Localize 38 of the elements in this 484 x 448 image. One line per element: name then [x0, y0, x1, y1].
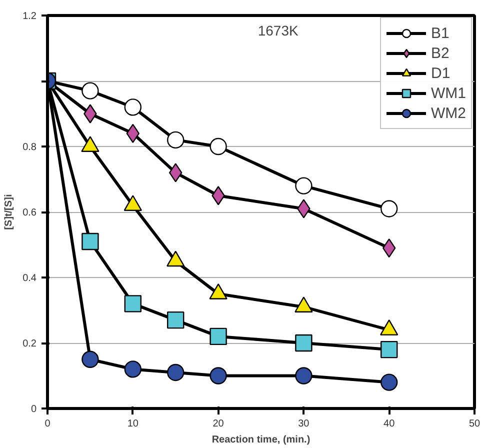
point: [167, 311, 184, 329]
legend-label: WM1: [431, 84, 466, 102]
point: [295, 177, 312, 194]
y-tick-label: 1.2: [22, 11, 37, 22]
point: [82, 350, 99, 368]
x-tick-label: 40: [384, 418, 396, 430]
point: [82, 232, 99, 250]
y-tick-label: 0.2: [22, 338, 37, 350]
point: [124, 295, 142, 312]
point: [380, 340, 398, 358]
x-tick-label: 20: [212, 418, 224, 430]
y-axis-title: [S]t/[S]i: [4, 194, 15, 230]
legend-label: B1: [431, 24, 450, 42]
point: [295, 334, 312, 352]
y-tick-label: 0.8: [22, 142, 37, 153]
point: [380, 200, 398, 218]
x-tick-label: 30: [298, 418, 310, 430]
point: [210, 367, 227, 384]
x-axis-title: Reaction time, (min.): [212, 434, 310, 446]
x-tick-label: 50: [468, 418, 480, 430]
y-tick-label: 0.6: [22, 208, 37, 218]
point: [295, 367, 312, 384]
point: [210, 138, 227, 156]
point: [124, 360, 142, 378]
annotation: 1673K: [258, 22, 299, 38]
x-tick-label: 0: [44, 418, 51, 430]
y-tick-label: 0: [30, 404, 37, 415]
point: [167, 364, 184, 382]
point: [82, 82, 99, 100]
y-tick-label: 0.4: [22, 273, 37, 284]
point: [380, 374, 398, 391]
legend-label: D1: [431, 64, 451, 82]
point: [167, 131, 184, 149]
x-tick-label: 10: [127, 418, 139, 430]
legend-label: B2: [431, 44, 450, 62]
point: [210, 328, 227, 346]
point: [124, 98, 142, 116]
legend-label: WM2: [431, 104, 466, 122]
